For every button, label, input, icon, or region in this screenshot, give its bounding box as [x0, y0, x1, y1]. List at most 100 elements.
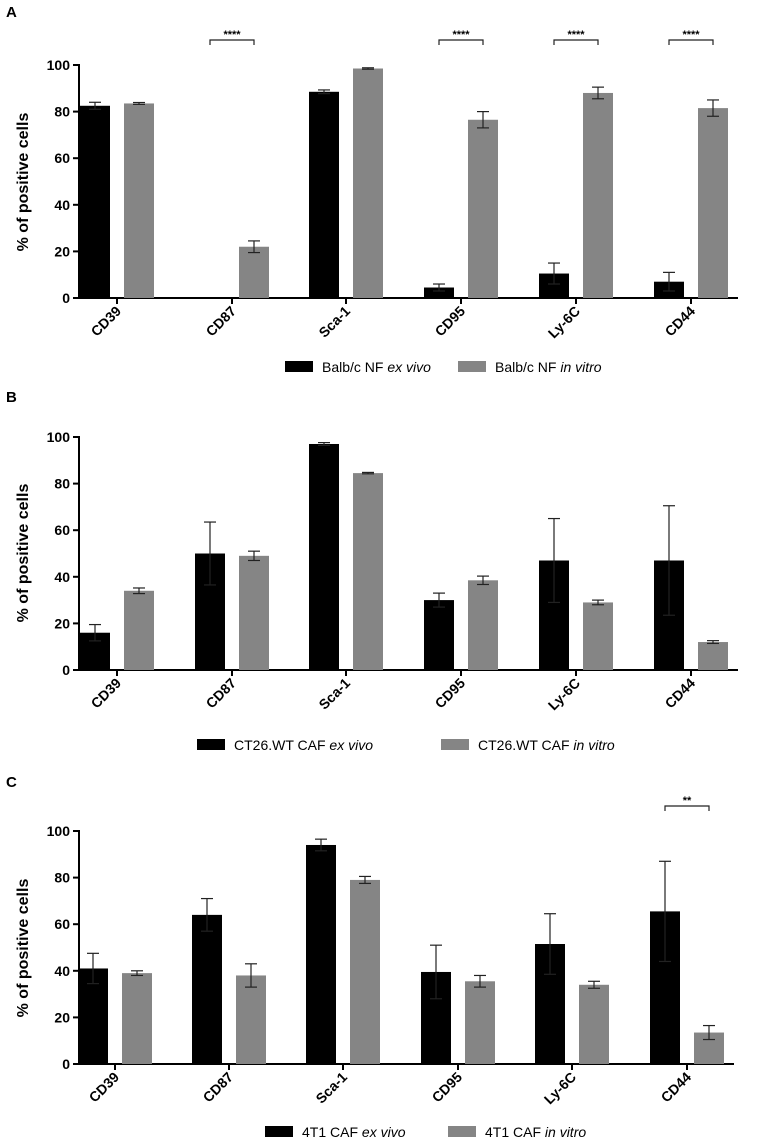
bar-ex-vivo [80, 105, 110, 299]
panel-letter: B [6, 389, 17, 406]
y-tick-label: 100 [47, 429, 71, 445]
legend-swatch [458, 361, 486, 372]
category-label: CD44 [657, 1069, 694, 1106]
significance-bracket [664, 805, 710, 811]
category-label: CD87 [202, 303, 239, 340]
legend-label: CT26.WT CAF in vitro [478, 737, 615, 753]
category-label: CD95 [431, 675, 468, 712]
legend-label-name: CT26.WT CAF [478, 737, 573, 753]
y-tick-label: 80 [54, 104, 70, 120]
legend-label-suffix: in vitro [560, 359, 601, 375]
legend-label-name: 4T1 CAF [485, 1124, 545, 1140]
bar-in-vitro [465, 981, 495, 1064]
legend-label: 4T1 CAF ex vivo [302, 1124, 406, 1140]
bar-ex-vivo [424, 600, 454, 670]
legend-label: Balb/c NF ex vivo [322, 359, 431, 375]
bar-in-vitro [583, 92, 613, 299]
significance-label: **** [682, 29, 700, 41]
bar-in-vitro [124, 103, 154, 298]
legend-label-name: CT26.WT CAF [234, 737, 329, 753]
bar-in-vitro [236, 975, 266, 1064]
significance-label: **** [223, 29, 241, 41]
panel-B: B % of positive cells 0 20 40 60 80 100 CD39 CD87… [6, 389, 738, 753]
bar-in-vitro [353, 473, 383, 670]
y-axis-title: % of positive cells [15, 484, 32, 623]
legend-swatch [265, 1126, 293, 1137]
category-label: CD39 [87, 303, 124, 340]
legend-swatch [441, 739, 469, 750]
panel-C: C % of positive cells 0 20 40 60 80 100 CD39 CD87… [6, 774, 734, 1140]
y-tick-label: 0 [62, 290, 70, 306]
y-tick-label: 20 [54, 1009, 70, 1025]
legend-label-suffix: ex vivo [329, 737, 373, 753]
legend-label: 4T1 CAF in vitro [485, 1124, 586, 1140]
y-tick-label: 0 [62, 1056, 70, 1072]
legend-label-suffix: in vitro [573, 737, 614, 753]
legend-label-suffix: ex vivo [387, 359, 431, 375]
bar-in-vitro [468, 580, 498, 670]
significance-bracket [438, 39, 484, 45]
panel-letter: A [6, 4, 17, 21]
bar-ex-vivo [309, 443, 339, 670]
y-tick-label: 0 [62, 662, 70, 678]
y-tick-label: 60 [54, 522, 70, 538]
bar-in-vitro [698, 108, 728, 298]
category-label: CD87 [202, 675, 239, 712]
panel-A: A % of positive cells 0 20 40 60 80 100 CD39 CD87… [6, 4, 738, 375]
legend-label: Balb/c NF in vitro [495, 359, 602, 375]
y-tick-label: 20 [54, 615, 70, 631]
bar-ex-vivo [309, 91, 339, 298]
category-label: CD95 [428, 1069, 465, 1106]
significance-bracket [553, 39, 599, 45]
category-label: CD44 [661, 675, 698, 712]
bar-ex-vivo [424, 287, 454, 298]
significance-label: **** [567, 29, 585, 41]
y-tick-label: 80 [54, 870, 70, 886]
legend-label: CT26.WT CAF ex vivo [234, 737, 373, 753]
significance-label: **** [452, 29, 470, 41]
category-label: Ly-6C [545, 303, 583, 341]
bar-in-vitro [239, 555, 269, 670]
category-label: Sca-1 [315, 303, 353, 341]
category-label: CD95 [431, 303, 468, 340]
bar-in-vitro [353, 68, 383, 299]
y-tick-label: 80 [54, 476, 70, 492]
bar-ex-vivo [306, 844, 336, 1064]
bar-ex-vivo [78, 968, 108, 1064]
bar-in-vitro [350, 879, 380, 1064]
legend-label-suffix: in vitro [545, 1124, 586, 1140]
legend-label-name: 4T1 CAF [302, 1124, 362, 1140]
legend-swatch [197, 739, 225, 750]
legend-label-name: Balb/c NF [495, 359, 560, 375]
y-tick-label: 100 [47, 823, 71, 839]
category-label: Ly-6C [541, 1069, 579, 1107]
legend-swatch [448, 1126, 476, 1137]
legend-swatch [285, 361, 313, 372]
y-axis-title: % of positive cells [15, 113, 32, 252]
significance-bracket [209, 39, 255, 45]
category-label: CD39 [87, 675, 124, 712]
bar-in-vitro [698, 642, 728, 670]
legend-label-name: Balb/c NF [322, 359, 387, 375]
y-tick-label: 40 [54, 197, 70, 213]
category-label: Ly-6C [545, 675, 583, 713]
category-label: Sca-1 [312, 1069, 350, 1107]
category-label: CD87 [199, 1069, 236, 1106]
y-axis-title: % of positive cells [15, 879, 32, 1018]
significance-label: ** [683, 795, 692, 807]
category-label: CD39 [85, 1069, 122, 1106]
bar-ex-vivo [192, 914, 222, 1064]
bar-in-vitro [239, 246, 269, 298]
y-tick-label: 40 [54, 569, 70, 585]
bar-in-vitro [579, 984, 609, 1064]
category-label: CD44 [661, 303, 698, 340]
legend-label-suffix: ex vivo [362, 1124, 406, 1140]
y-tick-label: 40 [54, 963, 70, 979]
category-label: Sca-1 [315, 675, 353, 713]
bar-in-vitro [124, 590, 154, 670]
significance-bracket [668, 39, 714, 45]
bar-in-vitro [468, 119, 498, 298]
y-tick-label: 60 [54, 916, 70, 932]
y-tick-label: 20 [54, 243, 70, 259]
